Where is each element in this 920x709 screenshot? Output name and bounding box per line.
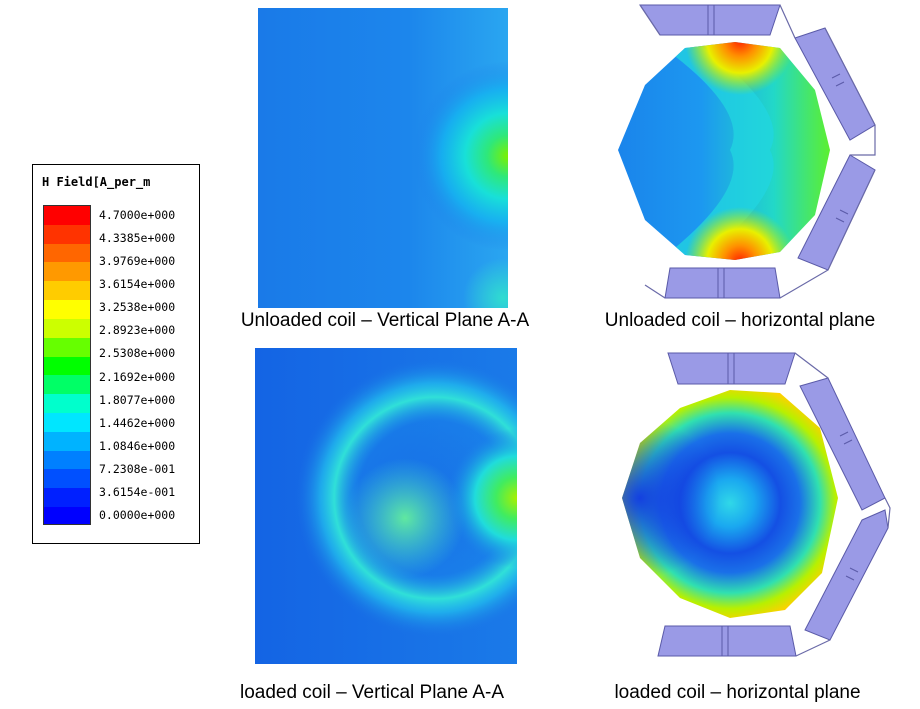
- field-legend: H Field[A_per_m 4.7000e+000 4.3385e+000 …: [32, 164, 200, 544]
- legend-tick-label: 3.6154e+000: [99, 277, 176, 292]
- legend-color-band: [44, 281, 90, 301]
- loaded-horizontal-field-map: [622, 352, 891, 657]
- legend-tick-label: 4.3385e+000: [99, 231, 176, 246]
- legend-color-band: [44, 469, 90, 489]
- legend-tick-label: 3.6154e-001: [99, 484, 176, 499]
- legend-tick-label: 0.0000e+000: [99, 508, 176, 522]
- legend-color-band: [44, 394, 90, 413]
- legend-color-band: [44, 412, 90, 432]
- caption-unloaded-horizontal: Unloaded coil – horizontal plane: [604, 310, 876, 331]
- legend-tick-label: 2.1692e+000: [99, 369, 176, 384]
- legend-tick-label: 2.5308e+000: [99, 346, 176, 361]
- caption-unloaded-vertical: Unloaded coil – Vertical Plane A-A: [240, 310, 530, 331]
- legend-title: H Field[A_per_m: [42, 175, 151, 189]
- legend-color-band: [44, 206, 90, 225]
- legend-colorbar: [43, 205, 91, 525]
- legend-color-band: [44, 507, 90, 524]
- legend-color-band: [44, 375, 90, 395]
- legend-tick-label: 1.8077e+000: [99, 392, 176, 407]
- unloaded-vertical-field-map: [258, 8, 508, 308]
- legend-color-band: [44, 431, 90, 451]
- legend-labels: 4.7000e+000 4.3385e+000 3.9769e+000 3.61…: [99, 205, 199, 525]
- legend-tick-label: 1.4462e+000: [99, 415, 176, 430]
- legend-color-band: [44, 300, 90, 319]
- legend-color-band: [44, 318, 90, 338]
- caption-loaded-horizontal: loaded coil – horizontal plane: [614, 682, 861, 703]
- legend-color-band: [44, 356, 90, 376]
- legend-color-band: [44, 488, 90, 507]
- legend-tick-label: 4.7000e+000: [99, 208, 176, 222]
- loaded-vertical-field-map: [255, 348, 517, 664]
- legend-tick-label: 1.0846e+000: [99, 438, 176, 453]
- legend-tick-label: 7.2308e-001: [99, 461, 176, 476]
- legend-tick-label: 3.2538e+000: [99, 300, 176, 315]
- legend-color-band: [44, 337, 90, 357]
- caption-loaded-vertical: loaded coil – Vertical Plane A-A: [239, 682, 505, 703]
- unloaded-horizontal-field-map: [618, 4, 876, 299]
- legend-color-band: [44, 243, 90, 263]
- legend-color-band: [44, 262, 90, 282]
- legend-tick-label: 3.9769e+000: [99, 254, 176, 269]
- legend-tick-label: 2.8923e+000: [99, 323, 176, 338]
- legend-color-band: [44, 224, 90, 244]
- legend-color-band: [44, 450, 90, 470]
